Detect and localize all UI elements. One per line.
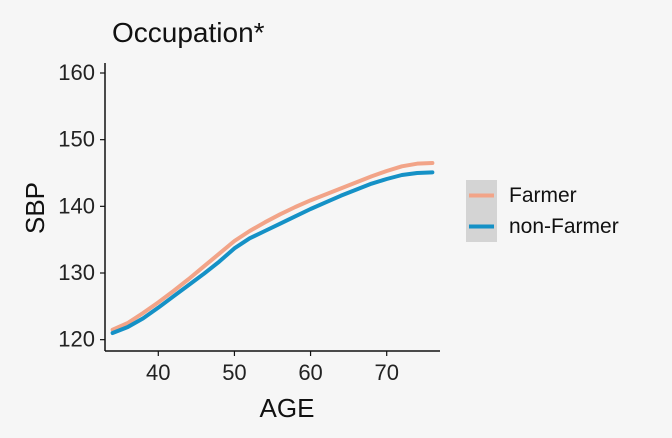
plot-background: [105, 63, 440, 351]
legend-label-farmer: Farmer: [509, 184, 577, 207]
x-tick-label: 50: [222, 360, 246, 385]
x-tick-label: 70: [374, 360, 398, 385]
y-tick-label: 140: [58, 193, 95, 218]
axes: 120 130 140 150 160 40 50 60 70: [58, 60, 440, 385]
legend: Farmer non-Farmer: [466, 180, 619, 242]
x-tick-label: 40: [146, 360, 170, 385]
plot-area: [105, 63, 440, 351]
x-tick-label: 60: [298, 360, 322, 385]
y-tick-label: 160: [58, 60, 95, 85]
chart-title: Occupation*: [112, 17, 265, 48]
legend-label-non-farmer: non-Farmer: [509, 215, 619, 238]
y-tick-label: 150: [58, 127, 95, 152]
y-tick-label: 130: [58, 260, 95, 285]
non-farmer-series-line: [110, 170, 435, 335]
y-axis-title: SBP: [20, 182, 50, 234]
farmer-series-line: [110, 161, 435, 332]
series-lines: [110, 161, 435, 335]
y-tick-label: 120: [58, 327, 95, 352]
x-axis-title: AGE: [260, 393, 315, 423]
